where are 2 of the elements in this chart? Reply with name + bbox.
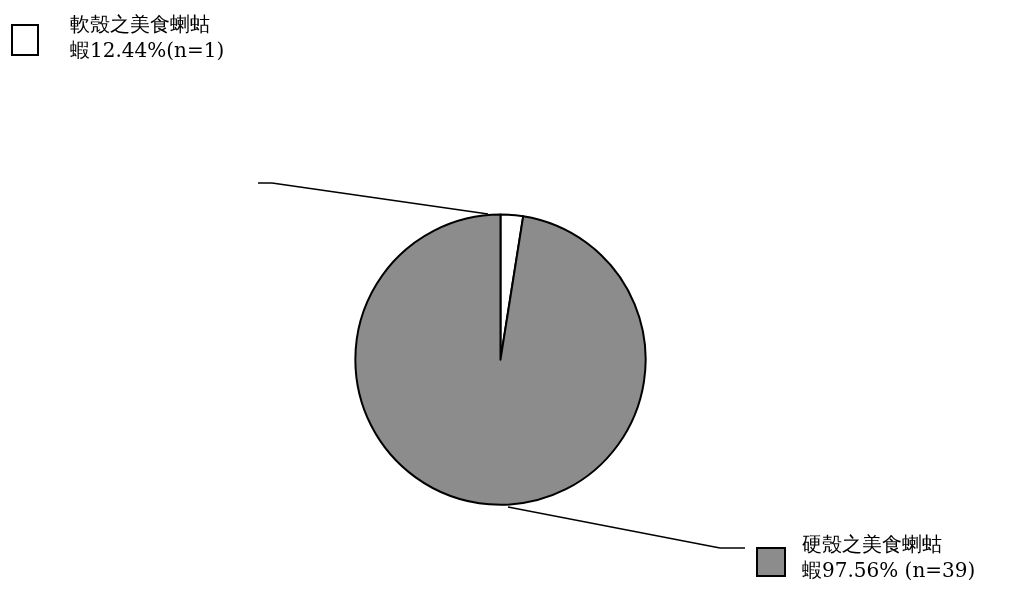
legend-label: 軟殼之美食蝲蛄蝦12.44%(n=1) (70, 12, 225, 62)
legend-label: 硬殼之美食蝲蛄蝦97.56% (n=39) (802, 532, 976, 582)
